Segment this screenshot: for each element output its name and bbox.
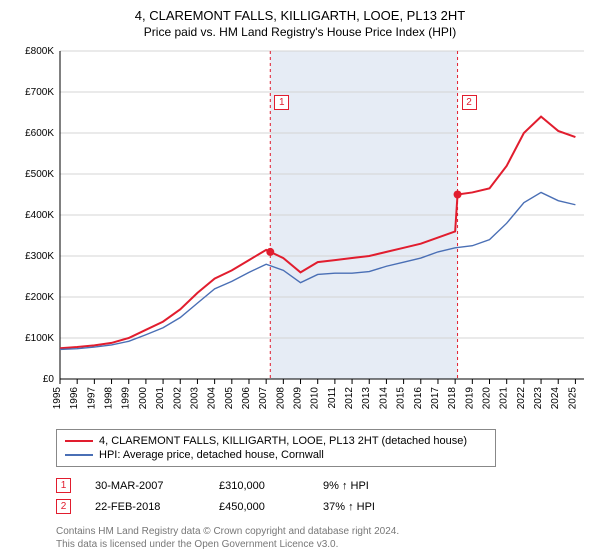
svg-text:2022: 2022 (516, 387, 527, 410)
legend-label: HPI: Average price, detached house, Corn… (99, 449, 324, 461)
svg-text:2025: 2025 (567, 387, 578, 410)
footer-line2: This data is licensed under the Open Gov… (56, 538, 588, 551)
chart-subtitle: Price paid vs. HM Land Registry's House … (12, 25, 588, 39)
svg-text:2004: 2004 (207, 387, 218, 410)
svg-text:2008: 2008 (275, 387, 286, 410)
svg-text:1995: 1995 (52, 387, 63, 410)
svg-text:2015: 2015 (396, 387, 407, 410)
sales-marker: 1 (56, 478, 71, 493)
sales-pct: 9% ↑ HPI (323, 480, 423, 492)
sales-marker: 2 (56, 499, 71, 514)
svg-text:2003: 2003 (189, 387, 200, 410)
footer-attribution: Contains HM Land Registry data © Crown c… (56, 525, 588, 551)
sales-date: 30-MAR-2007 (95, 480, 195, 492)
svg-text:2016: 2016 (413, 387, 424, 410)
svg-text:2013: 2013 (361, 387, 372, 410)
svg-text:2021: 2021 (499, 387, 510, 410)
svg-text:2010: 2010 (310, 387, 321, 410)
legend-label: 4, CLAREMONT FALLS, KILLIGARTH, LOOE, PL… (99, 435, 467, 447)
svg-text:2017: 2017 (430, 387, 441, 410)
svg-text:£600K: £600K (25, 128, 54, 139)
chart-title: 4, CLAREMONT FALLS, KILLIGARTH, LOOE, PL… (12, 8, 588, 23)
svg-text:2001: 2001 (155, 387, 166, 410)
sales-row: 1 30-MAR-2007 £310,000 9% ↑ HPI (56, 475, 588, 496)
sales-price: £450,000 (219, 501, 299, 513)
legend-swatch (65, 454, 93, 456)
svg-text:£200K: £200K (25, 292, 54, 303)
svg-text:£300K: £300K (25, 251, 54, 262)
svg-text:£800K: £800K (25, 46, 54, 57)
svg-text:£700K: £700K (25, 87, 54, 98)
chart-container: 4, CLAREMONT FALLS, KILLIGARTH, LOOE, PL… (0, 0, 600, 560)
svg-text:1996: 1996 (69, 387, 80, 410)
footer-line1: Contains HM Land Registry data © Crown c… (56, 525, 588, 538)
legend-item: HPI: Average price, detached house, Corn… (65, 448, 487, 462)
svg-text:1997: 1997 (86, 387, 97, 410)
legend-swatch (65, 440, 93, 442)
svg-text:2023: 2023 (533, 387, 544, 410)
svg-text:£100K: £100K (25, 333, 54, 344)
sale-marker-2: 2 (462, 95, 477, 110)
svg-text:2012: 2012 (344, 387, 355, 410)
line-chart: £0 £100K £200K £300K £400K £500K £600K £700K £80… (12, 45, 588, 425)
sales-price: £310,000 (219, 480, 299, 492)
svg-text:2009: 2009 (293, 387, 304, 410)
svg-text:2005: 2005 (224, 387, 235, 410)
svg-text:2007: 2007 (258, 387, 269, 410)
svg-text:2020: 2020 (482, 387, 493, 410)
svg-text:2014: 2014 (378, 387, 389, 410)
svg-text:2000: 2000 (138, 387, 149, 410)
svg-text:2024: 2024 (550, 387, 561, 410)
svg-text:2011: 2011 (327, 387, 338, 409)
svg-text:£500K: £500K (25, 169, 54, 180)
sales-date: 22-FEB-2018 (95, 501, 195, 513)
svg-text:1998: 1998 (104, 387, 115, 410)
sale-marker-1: 1 (274, 95, 289, 110)
svg-text:2002: 2002 (172, 387, 183, 410)
legend-item: 4, CLAREMONT FALLS, KILLIGARTH, LOOE, PL… (65, 434, 487, 448)
svg-text:2018: 2018 (447, 387, 458, 410)
svg-text:£0: £0 (43, 374, 55, 385)
svg-text:1999: 1999 (121, 387, 132, 410)
chart-area: £0 £100K £200K £300K £400K £500K £600K £700K £80… (12, 45, 588, 425)
svg-text:2019: 2019 (464, 387, 475, 410)
sales-table: 1 30-MAR-2007 £310,000 9% ↑ HPI 2 22-FEB-2018… (56, 475, 588, 517)
svg-text:2006: 2006 (241, 387, 252, 410)
svg-text:£400K: £400K (25, 210, 54, 221)
legend: 4, CLAREMONT FALLS, KILLIGARTH, LOOE, PL… (56, 429, 496, 467)
sales-pct: 37% ↑ HPI (323, 501, 423, 513)
sales-row: 2 22-FEB-2018 £450,000 37% ↑ HPI (56, 496, 588, 517)
